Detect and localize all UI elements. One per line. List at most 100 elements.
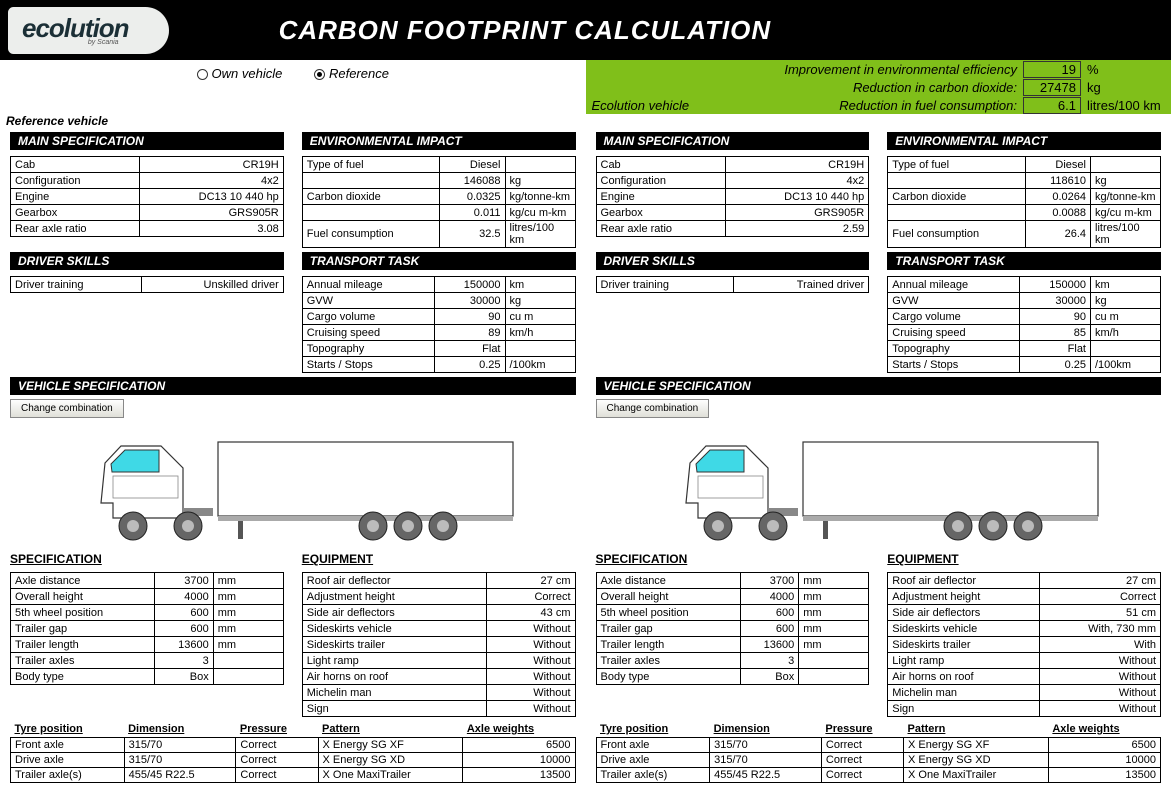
spec-label: Trailer length — [11, 637, 155, 653]
summary-value-fuel: 6.1 — [1023, 97, 1081, 114]
equip-label: Michelin man — [888, 685, 1040, 701]
transport-task-header: TRANSPORT TASK — [887, 252, 1161, 270]
tyre-header: Dimension — [124, 721, 236, 738]
equip-value: Without — [1040, 701, 1161, 717]
env-unit: kg — [1091, 173, 1161, 189]
equip-label: Sign — [888, 701, 1040, 717]
spec-value: 3 — [155, 653, 214, 669]
task-unit: km/h — [1091, 325, 1161, 341]
env-value: 0.0325 — [440, 189, 506, 205]
equip-label: Roof air deflector — [302, 573, 487, 589]
equip-value: With — [1040, 637, 1161, 653]
spec-unit: mm — [213, 621, 283, 637]
tyre-dimension: 315/70 — [710, 738, 822, 753]
equip-value: Without — [1040, 653, 1161, 669]
spec-unit: mm — [799, 605, 869, 621]
tyre-pattern: X Energy SG XF — [904, 738, 1049, 753]
tyre-header: Pattern — [318, 721, 463, 738]
spec-unit — [213, 669, 283, 685]
tyre-header: Axle weights — [1048, 721, 1160, 738]
equip-value: Without — [487, 685, 575, 701]
task-value: 90 — [434, 309, 505, 325]
env-label: Carbon dioxide — [302, 189, 439, 205]
equip-value: 51 cm — [1040, 605, 1161, 621]
equipment-heading: EQUIPMENT — [302, 552, 576, 566]
tyre-dimension: 315/70 — [710, 753, 822, 768]
equip-label: Sideskirts trailer — [888, 637, 1040, 653]
tyre-position: Front axle — [596, 738, 710, 753]
summary-strip: Own vehicle Reference Improvement in env… — [0, 60, 1171, 114]
tyre-position: Drive axle — [11, 753, 125, 768]
task-value: Flat — [1020, 341, 1091, 357]
tyre-header: Tyre position — [596, 721, 710, 738]
spec-label: Trailer axles — [596, 653, 740, 669]
ecolution-vehicle-label: Ecolution vehicle — [586, 98, 726, 113]
equip-label: Air horns on roof — [302, 669, 487, 685]
summary-label-co2: Reduction in carbon dioxide: — [726, 80, 1024, 95]
main-spec-label: Engine — [596, 189, 725, 205]
radio-own-vehicle[interactable]: Own vehicle — [197, 66, 283, 81]
env-value: 146088 — [440, 173, 506, 189]
env-value: 0.0088 — [1026, 205, 1091, 221]
task-label: Starts / Stops — [302, 357, 434, 373]
tyre-pressure: Correct — [821, 753, 903, 768]
tyre-weight: 10000 — [1048, 753, 1160, 768]
logo: ecolution by Scania — [8, 7, 169, 54]
main-spec-label: Cab — [596, 157, 725, 173]
tyre-header: Dimension — [710, 721, 822, 738]
task-unit: cu m — [505, 309, 575, 325]
env-unit: litres/100 km — [1091, 221, 1161, 248]
change-combination-button[interactable]: Change combination — [596, 399, 710, 418]
env-unit — [505, 157, 575, 173]
summary-label-efficiency: Improvement in environmental efficiency — [726, 62, 1024, 77]
vehicle-spec-header: VEHICLE SPECIFICATION — [596, 377, 1162, 395]
spec-label: Trailer length — [596, 637, 740, 653]
spec-label: Body type — [11, 669, 155, 685]
main-spec-header: MAIN SPECIFICATION — [596, 132, 870, 150]
tyre-pattern: X One MaxiTrailer — [904, 768, 1049, 783]
main-spec-value: CR19H — [725, 157, 868, 173]
main-spec-value: 3.08 — [140, 221, 283, 237]
spec-unit: mm — [213, 589, 283, 605]
env-value: Diesel — [1026, 157, 1091, 173]
spec-unit: mm — [213, 573, 283, 589]
equip-value: Correct — [487, 589, 575, 605]
radio-reference[interactable]: Reference — [314, 66, 389, 81]
tyre-dimension: 455/45 R22.5 — [710, 768, 822, 783]
main-spec-label: Gearbox — [11, 205, 140, 221]
env-unit — [1091, 157, 1161, 173]
tyre-position: Trailer axle(s) — [596, 768, 710, 783]
spec-label: Trailer axles — [11, 653, 155, 669]
reference-vehicle-label: Reference vehicle — [0, 114, 586, 128]
tyre-pressure: Correct — [236, 753, 318, 768]
truck-diagram — [596, 418, 1162, 548]
header: ecolution by Scania CARBON FOOTPRINT CAL… — [0, 0, 1171, 60]
equip-value: Without — [487, 653, 575, 669]
tyre-weight: 13500 — [463, 768, 575, 783]
task-value: 30000 — [1020, 293, 1091, 309]
equip-label: Sideskirts vehicle — [302, 621, 487, 637]
task-unit: kg — [505, 293, 575, 309]
task-unit: kg — [1091, 293, 1161, 309]
env-label — [302, 205, 439, 221]
driver-label: Driver training — [596, 277, 733, 293]
task-label: Topography — [888, 341, 1020, 357]
equip-value: Without — [487, 621, 575, 637]
spec-value: Box — [740, 669, 799, 685]
task-label: GVW — [302, 293, 434, 309]
tyre-pattern: X One MaxiTrailer — [318, 768, 463, 783]
change-combination-button[interactable]: Change combination — [10, 399, 124, 418]
spec-unit: mm — [799, 573, 869, 589]
tyre-position: Trailer axle(s) — [11, 768, 125, 783]
summary-value-efficiency: 19 — [1023, 61, 1081, 78]
driver-value: Trained driver — [733, 277, 868, 293]
main-spec-value: 2.59 — [725, 221, 868, 237]
env-label: Type of fuel — [888, 157, 1026, 173]
main-spec-label: Rear axle ratio — [596, 221, 725, 237]
spec-label: Trailer gap — [11, 621, 155, 637]
task-unit: /100km — [505, 357, 575, 373]
task-label: Cruising speed — [888, 325, 1020, 341]
equip-label: Sideskirts vehicle — [888, 621, 1040, 637]
tyre-pattern: X Energy SG XD — [318, 753, 463, 768]
task-label: Cargo volume — [302, 309, 434, 325]
